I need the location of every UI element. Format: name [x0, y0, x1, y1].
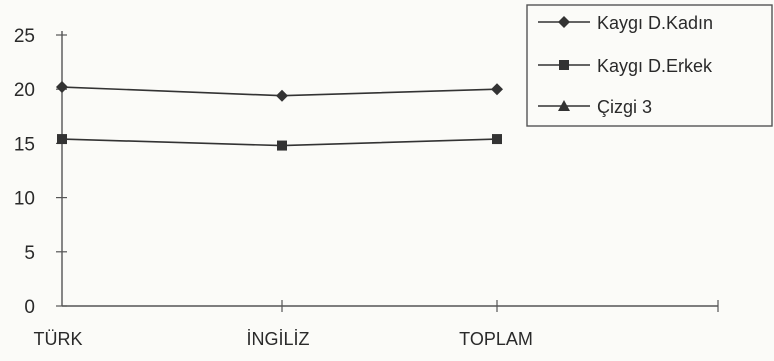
x-tick-label: TOPLAM	[459, 329, 533, 349]
y-tick-label: 5	[24, 243, 35, 264]
legend-marker-diamond	[558, 16, 570, 28]
series-layer	[56, 81, 503, 151]
data-point-diamond	[56, 81, 68, 94]
y-tick-label: 20	[14, 80, 35, 101]
y-tick-label: 0	[24, 297, 35, 318]
y-tick-label: 15	[14, 134, 35, 155]
data-point-square	[277, 140, 287, 151]
series-1	[57, 134, 502, 151]
legend-label: Kaygı D.Erkek	[597, 56, 713, 76]
x-tick-label: TÜRK	[34, 329, 83, 349]
legend-marker-triangle	[558, 100, 570, 111]
axes: 0 5 10 15 20 25 TÜRK İNGİLİZ TOPLAM	[14, 26, 719, 349]
x-tick-label: İNGİLİZ	[246, 329, 309, 349]
data-point-diamond	[276, 89, 288, 102]
data-point-square	[57, 134, 67, 145]
legend: Kaygı D.Kadın Kaygı D.Erkek Çizgi 3	[526, 4, 773, 127]
data-point-diamond	[491, 83, 503, 96]
y-tick-label: 10	[14, 189, 35, 210]
data-point-square	[492, 134, 502, 145]
series-0	[56, 81, 503, 102]
legend-label: Kaygı D.Kadın	[597, 13, 713, 33]
y-tick-label: 25	[14, 26, 35, 47]
legend-marker-square	[559, 60, 569, 70]
legend-label: Çizgi 3	[597, 97, 652, 117]
